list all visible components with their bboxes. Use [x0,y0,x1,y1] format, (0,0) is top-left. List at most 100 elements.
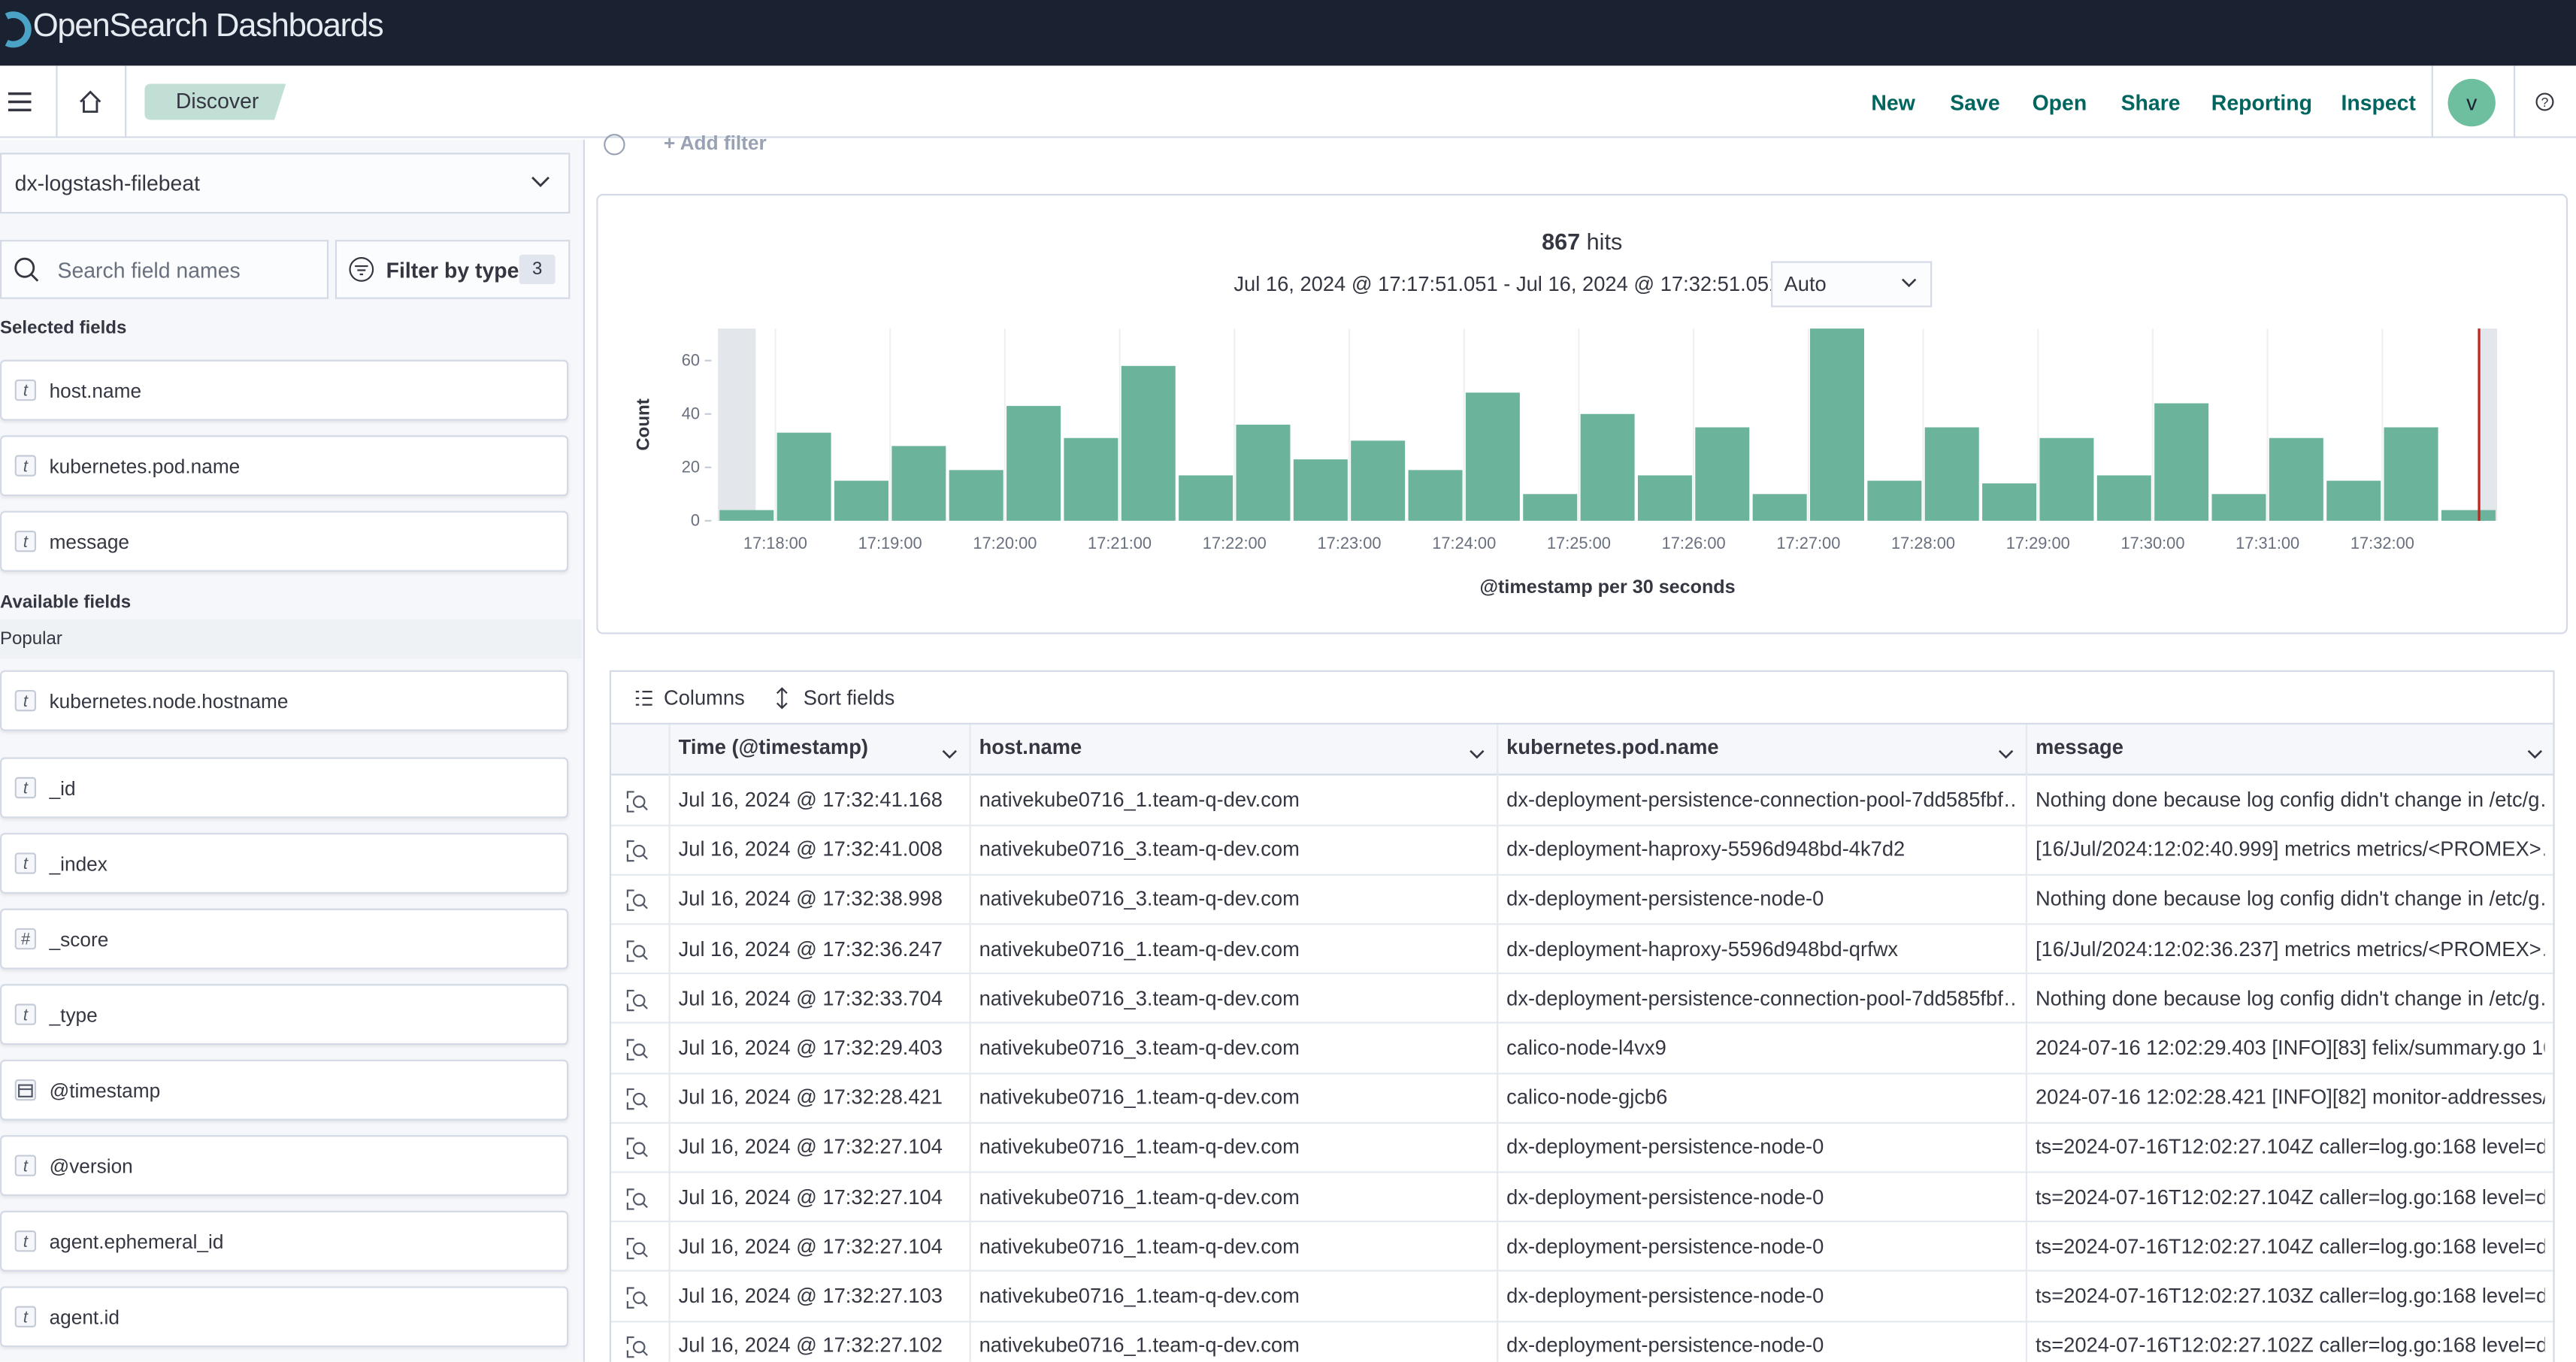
column-menu[interactable] [941,741,958,759]
field-card[interactable]: t kubernetes.pod.name [0,435,569,497]
expand-row[interactable] [626,1038,649,1061]
nav-action[interactable]: Save [1950,90,2000,115]
bar [2154,403,2209,521]
y-tick-label: 40 [682,404,700,422]
x-tick-label: 17:19:00 [858,534,922,552]
add-filter[interactable]: + Add filter [663,131,767,155]
table-cell: Jul 16, 2024 @ 17:32:33.704 [678,987,943,1010]
field-card[interactable]: t agent.id [0,1286,569,1348]
nav-action[interactable]: New [1871,90,1915,115]
table-cell: dx-deployment-haproxy-5596d948bd-4k7d2 [1506,838,1906,861]
x-tick-label: 17:21:00 [1088,534,1152,552]
row-divider [611,923,2553,925]
nav-action[interactable]: Inspect [2341,90,2416,115]
menu-button[interactable] [7,90,33,114]
column-header[interactable]: host.name [979,736,1082,759]
column-header[interactable]: message [2035,736,2123,759]
field-card[interactable]: t @version [0,1135,569,1197]
column-divider [2025,724,2028,1362]
expand-row[interactable] [626,1286,649,1309]
inspect-icon [626,989,648,1011]
help-button[interactable]: ? [2535,92,2554,111]
inspect-icon [626,940,648,961]
field-name: _index [49,852,107,876]
nav-action[interactable]: Share [2120,90,2181,115]
column-header[interactable]: kubernetes.pod.name [1506,736,1719,759]
home-button[interactable] [77,89,104,115]
nav-action[interactable]: Reporting [2211,90,2312,115]
field-card[interactable]: # _score [0,908,569,970]
bar [1637,475,1692,521]
field-card[interactable]: t agent.ephemeral_id [0,1210,569,1272]
row-divider [611,973,2553,975]
nav-bar [0,65,2576,138]
x-tick-label: 17:24:00 [1432,534,1496,552]
nav-action[interactable]: Open [2032,90,2087,115]
table-cell: dx-deployment-persistence-connection-poo… [1506,987,2016,1010]
field-type-icon: t [14,530,37,552]
table-cell: dx-deployment-persistence-node-0 [1506,1334,1824,1357]
expand-row[interactable] [626,988,649,1012]
sort-button[interactable]: Sort fields [803,686,895,710]
expand-row[interactable] [626,790,649,813]
calendar-icon [18,1084,33,1097]
bar [1580,413,1635,521]
table-cell: [16/Jul/2024:12:02:40.999] metrics metri… [2035,838,2545,861]
row-divider [611,1221,2553,1223]
field-card[interactable]: t kubernetes.node.hostname [0,670,569,731]
bar [1006,406,1061,521]
bar [1465,392,1520,521]
index-pattern-select[interactable] [0,153,571,214]
y-tick-label: 0 [691,510,700,529]
bar [2096,475,2151,521]
logo-mark [5,11,32,48]
bar [776,432,831,521]
bar [1236,424,1291,521]
expand-row[interactable] [626,1088,649,1111]
field-card[interactable]: t _type [0,984,569,1046]
bar [834,480,888,521]
field-card[interactable]: t _id [0,757,569,819]
field-name: @version [49,1155,133,1179]
table-cell: ts=2024-07-16T12:02:27.104Z caller=log.g… [2035,1235,2545,1258]
inspect-icon [626,1039,648,1061]
column-header[interactable]: Time (@timestamp) [678,736,869,759]
bar [2269,437,2323,521]
hits-count: 867 [1542,228,1581,255]
breadcrumb[interactable]: Discover [175,89,259,114]
columns-button[interactable]: Columns [663,686,745,710]
interval-select[interactable] [1771,261,1933,307]
table-cell: Jul 16, 2024 @ 17:32:27.104 [678,1235,943,1258]
expand-row[interactable] [626,1187,649,1210]
logo[interactable]: OpenSearch Dashboards [32,8,384,45]
expand-row[interactable] [626,939,649,962]
field-card[interactable]: t _index [0,833,569,894]
field-name: kubernetes.node.hostname [49,689,289,713]
hits: 867 hits [596,229,2568,255]
divider [56,65,58,138]
expand-row[interactable] [626,1336,649,1359]
bar [2211,494,2266,521]
x-axis-label: @timestamp per 30 seconds [1480,577,1736,598]
column-menu[interactable] [2526,741,2543,759]
avatar[interactable]: v [2447,78,2496,127]
field-card[interactable]: t host.name [0,359,569,421]
x-tick-label: 17:31:00 [2235,534,2299,552]
expand-row[interactable] [626,889,649,913]
filter-menu-icon[interactable] [603,133,626,156]
expand-row[interactable] [626,1137,649,1161]
field-name: _id [49,776,76,801]
field-card[interactable]: @timestamp [0,1059,569,1121]
table-cell: Jul 16, 2024 @ 17:32:29.403 [678,1037,943,1060]
column-menu[interactable] [1469,741,1485,759]
column-menu[interactable] [1998,741,2014,759]
field-search[interactable] [0,240,329,299]
row-divider [611,1121,2553,1124]
field-type-icon: t [14,1306,37,1327]
expand-row[interactable] [626,1236,649,1260]
expand-row[interactable] [626,840,649,863]
table-cell: nativekube0716_1.team-q-dev.com [979,788,1300,812]
y-axis-label: Count [633,398,653,450]
filter-count: 3 [519,254,555,285]
field-card[interactable]: t message [0,510,569,572]
